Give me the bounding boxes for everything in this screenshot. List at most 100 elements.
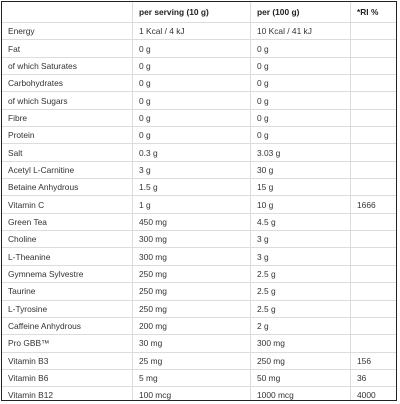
per-100g-value: 50 mg	[250, 368, 351, 388]
ri-percent-value	[350, 230, 396, 249]
ri-percent-value	[350, 212, 396, 232]
per-100g-value: 15 g	[250, 178, 351, 197]
table-row: Taurine 250 mg 2.5 g	[2, 282, 396, 301]
ri-percent-value	[350, 56, 396, 76]
table-row: Betaine Anhydrous 1.5 g 15 g	[2, 178, 396, 197]
header-ri-percent: *RI %	[350, 2, 396, 23]
nutrition-table-header: per serving (10 g) per (100 g) *RI %	[2, 2, 396, 23]
table-row: Energy 1 Kcal / 4 kJ 10 Kcal / 41 kJ	[2, 21, 396, 41]
per-serving-value: 450 mg	[132, 212, 251, 232]
ri-percent-value	[350, 316, 396, 336]
ri-percent-value	[350, 334, 396, 353]
table-row: Pro GBB™ 30 mg 300 mg	[2, 334, 396, 353]
table-row: L-Tyrosine 250 mg 2.5 g	[2, 299, 396, 318]
nutrient-name: Protein	[2, 126, 133, 145]
ri-percent-value	[350, 282, 396, 301]
per-serving-value: 0.3 g	[132, 143, 251, 162]
nutrient-name: Caffeine Anhydrous	[2, 316, 133, 336]
per-serving-value: 3 g	[132, 160, 251, 180]
ri-percent-value	[350, 160, 396, 180]
table-row: L-Theanine 300 mg 3 g	[2, 247, 396, 266]
table-row: Vitamin B3 25 mg 250 mg 156	[2, 351, 396, 370]
ri-percent-value: 1666	[350, 195, 396, 214]
nutrient-name: Pro GBB™	[2, 334, 133, 353]
nutrient-name: L-Theanine	[2, 247, 133, 266]
per-100g-value: 0 g	[250, 56, 351, 76]
nutrient-name: Salt	[2, 143, 133, 162]
ri-percent-value	[350, 247, 396, 266]
per-100g-value: 4.5 g	[250, 212, 351, 232]
table-row: Choline 300 mg 3 g	[2, 230, 396, 249]
ri-percent-value: 36	[350, 368, 396, 388]
table-row: Caffeine Anhydrous 200 mg 2 g	[2, 316, 396, 336]
nutrient-name: Fat	[2, 39, 133, 58]
per-100g-value: 0 g	[250, 91, 351, 110]
ri-percent-value	[350, 21, 396, 41]
per-serving-value: 0 g	[132, 126, 251, 145]
per-100g-value: 300 mg	[250, 334, 351, 353]
nutrient-name: L-Tyrosine	[2, 299, 133, 318]
ri-percent-value	[350, 178, 396, 197]
per-100g-value: 30 g	[250, 160, 351, 180]
per-serving-value: 0 g	[132, 91, 251, 110]
ri-percent-value: 156	[350, 351, 396, 370]
per-100g-value: 3.03 g	[250, 143, 351, 162]
per-100g-value: 2.5 g	[250, 264, 351, 284]
per-serving-value: 200 mg	[132, 316, 251, 336]
per-serving-value: 30 mg	[132, 334, 251, 353]
nutrient-name: Vitamin B12	[2, 386, 133, 400]
ri-percent-value	[350, 108, 396, 128]
ri-percent-value	[350, 299, 396, 318]
per-100g-value: 0 g	[250, 108, 351, 128]
ri-percent-value	[350, 39, 396, 58]
nutrient-name: Betaine Anhydrous	[2, 178, 133, 197]
per-100g-value: 0 g	[250, 39, 351, 58]
per-serving-value: 0 g	[132, 74, 251, 93]
per-100g-value: 10 Kcal / 41 kJ	[250, 21, 351, 41]
per-100g-value: 10 g	[250, 195, 351, 214]
table-row: Acetyl L-Carnitine 3 g 30 g	[2, 160, 396, 180]
ri-percent-value	[350, 264, 396, 284]
header-row: per serving (10 g) per (100 g) *RI %	[2, 2, 396, 23]
ri-percent-value	[350, 74, 396, 93]
nutrient-name: Gymnema Sylvestre	[2, 264, 133, 284]
table-row: Salt 0.3 g 3.03 g	[2, 143, 396, 162]
ri-percent-value	[350, 91, 396, 110]
nutrient-name: Carbohydrates	[2, 74, 133, 93]
per-100g-value: 1000 mcg	[250, 386, 351, 400]
nutrition-table-body: Energy 1 Kcal / 4 kJ 10 Kcal / 41 kJ Fat 0 g…	[2, 21, 396, 400]
table-row: Vitamin B6 5 mg 50 mg 36	[2, 368, 396, 388]
per-100g-value: 0 g	[250, 74, 351, 93]
per-serving-value: 1.5 g	[132, 178, 251, 197]
nutrient-name: Vitamin B6	[2, 368, 133, 388]
per-100g-value: 3 g	[250, 230, 351, 249]
per-serving-value: 300 mg	[132, 230, 251, 249]
nutrient-name: Green Tea	[2, 212, 133, 232]
nutrient-name: Vitamin B3	[2, 351, 133, 370]
per-serving-value: 0 g	[132, 39, 251, 58]
header-per-100g: per (100 g)	[250, 2, 351, 23]
per-serving-value: 0 g	[132, 56, 251, 76]
table-row: Gymnema Sylvestre 250 mg 2.5 g	[2, 264, 396, 284]
per-serving-value: 0 g	[132, 108, 251, 128]
per-serving-value: 5 mg	[132, 368, 251, 388]
per-100g-value: 2.5 g	[250, 282, 351, 301]
table-row: Vitamin B12 100 mcg 1000 mcg 4000	[2, 386, 396, 400]
header-per-serving: per serving (10 g)	[132, 2, 251, 23]
per-serving-value: 250 mg	[132, 264, 251, 284]
per-100g-value: 250 mg	[250, 351, 351, 370]
per-serving-value: 100 mcg	[132, 386, 251, 400]
per-100g-value: 2.5 g	[250, 299, 351, 318]
per-serving-value: 250 mg	[132, 282, 251, 301]
nutrient-name: of which Saturates	[2, 56, 133, 76]
nutrient-name: Taurine	[2, 282, 133, 301]
